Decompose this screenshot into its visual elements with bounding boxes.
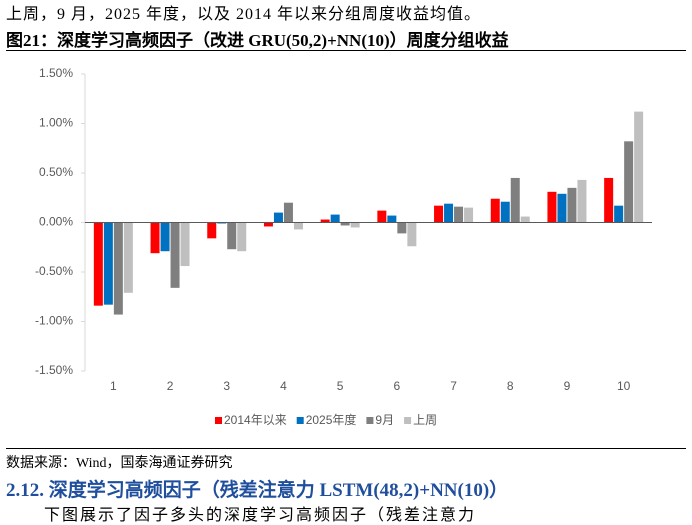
- bar: [330, 214, 340, 223]
- x-tick-label: 8: [507, 379, 514, 393]
- bar: [547, 191, 557, 223]
- bar: [293, 222, 303, 230]
- bar: [283, 202, 293, 223]
- bar: [520, 216, 530, 223]
- bar: [604, 177, 614, 223]
- bar: [577, 179, 587, 223]
- legend-label: 2025年度: [306, 412, 357, 427]
- bar: [454, 206, 464, 223]
- bar: [93, 222, 103, 306]
- bar: [113, 222, 123, 315]
- y-tick-label: 0.50%: [39, 165, 73, 179]
- bar: [567, 187, 577, 223]
- bar: [464, 207, 474, 223]
- bar: [237, 222, 247, 252]
- bar: [407, 222, 417, 247]
- bar: [150, 222, 160, 254]
- bar: [434, 205, 444, 223]
- legend-label: 上周: [413, 413, 437, 427]
- x-tick-label: 2: [167, 379, 174, 393]
- y-tick-label: -1.50%: [35, 363, 73, 377]
- bar: [263, 222, 273, 227]
- source: 数据来源：Wind，国泰海通证券研究: [6, 456, 233, 471]
- bar: [614, 205, 624, 223]
- paragraph: 上周，9 月，2025 年度，以及 2014 年以来分组周度收益均值。: [6, 6, 482, 23]
- bar: [500, 201, 510, 223]
- legend-swatch: [215, 417, 222, 424]
- bar: [160, 222, 170, 252]
- bar: [634, 111, 644, 223]
- bar: [397, 222, 407, 234]
- bar: [123, 222, 133, 293]
- y-tick-label: 1.00%: [39, 116, 73, 130]
- bar: [444, 203, 454, 223]
- bar: [350, 222, 360, 228]
- bar: [557, 193, 567, 223]
- x-tick-label: 6: [394, 379, 401, 393]
- rule: [6, 50, 686, 51]
- y-tick-label: -1.00%: [35, 314, 73, 328]
- bar: [180, 222, 190, 267]
- y-tick-label: 1.50%: [39, 66, 73, 80]
- figure-title: 图21：深度学习高频因子（改进 GRU(50,2)+NN(10)）周度分组收益: [6, 31, 509, 50]
- bar: [320, 219, 330, 223]
- x-tick-label: 7: [450, 379, 457, 393]
- bar: [387, 215, 397, 223]
- x-tick-label: 5: [337, 379, 344, 393]
- legend-swatch: [296, 417, 304, 424]
- x-tick-label: 3: [223, 379, 230, 393]
- x-tick-label: 1: [110, 379, 117, 393]
- bar: [273, 212, 283, 223]
- bar: [103, 222, 113, 305]
- legend-label: 9月: [375, 413, 394, 427]
- bar: [624, 141, 634, 223]
- x-tick-label: 10: [617, 379, 631, 393]
- bar: [510, 177, 520, 223]
- bar: [227, 222, 237, 250]
- bar: [377, 210, 387, 223]
- bar: [490, 198, 500, 223]
- rule: [6, 448, 686, 449]
- y-tick-label: 0.00%: [39, 215, 73, 229]
- bar: [170, 222, 180, 288]
- x-tick-label: 9: [564, 379, 571, 393]
- legend-swatch: [366, 417, 374, 424]
- x-tick-label: 4: [280, 379, 287, 393]
- bar: [207, 222, 217, 239]
- y-tick-label: -0.50%: [35, 264, 73, 278]
- legend-label: 2014年以来: [224, 413, 287, 427]
- chart: -1.50% -1.00% -0.50% 0.00% 0.50% 1.00% 1.50% 1 2…: [35, 66, 652, 427]
- section-heading: 2.12. 深度学习高频因子（残差注意力 LSTM(48,2)+NN(10)）: [6, 480, 509, 501]
- paragraph: 下图展示了因子多头的深度学习高频因子（残差注意力: [44, 507, 477, 524]
- bar: [340, 222, 350, 226]
- legend-swatch: [404, 417, 412, 424]
